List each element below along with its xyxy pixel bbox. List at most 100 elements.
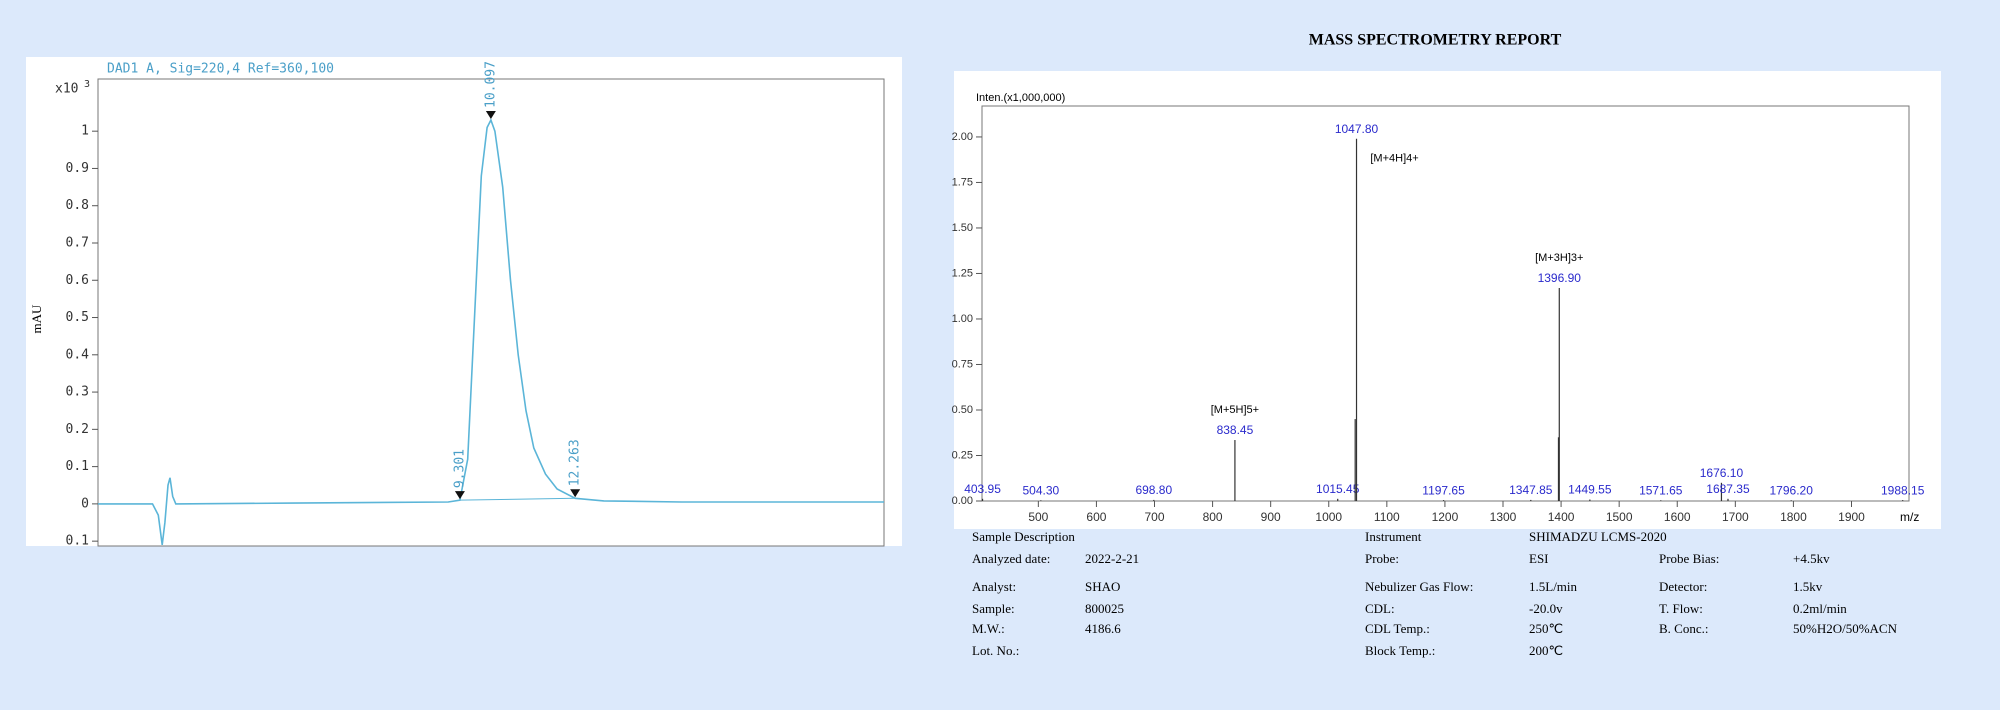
y-tick-label: 0.50 bbox=[952, 404, 973, 416]
report-cell: 2022-2-21 bbox=[1085, 551, 1139, 566]
y-tick-label: 2.00 bbox=[952, 131, 973, 143]
report-cell: 250℃ bbox=[1529, 621, 1563, 636]
peak-label: 403.95 bbox=[964, 482, 1001, 496]
report-cell: 200℃ bbox=[1529, 643, 1563, 658]
peak-label: 1197.65 bbox=[1422, 483, 1465, 497]
report-cell: Sample: bbox=[972, 601, 1015, 616]
report-cell: ESI bbox=[1529, 551, 1549, 566]
annotation: [M+5H]5+ bbox=[1211, 404, 1259, 416]
report-cell: CDL: bbox=[1365, 601, 1395, 616]
x-tick-label: 1900 bbox=[1838, 510, 1865, 524]
peak-label: 1015.45 bbox=[1316, 482, 1360, 496]
y-scale-exponent: 3 bbox=[84, 79, 90, 90]
peak-label: 1676.10 bbox=[1700, 466, 1744, 480]
x-tick-label: 1100 bbox=[1374, 510, 1400, 524]
report-title: MASS SPECTROMETRY REPORT bbox=[1309, 32, 1562, 49]
report-cell: SHIMADZU LCMS-2020 bbox=[1529, 529, 1667, 544]
y-tick-label: 0 bbox=[81, 496, 89, 511]
y-tick-label: 1.00 bbox=[952, 313, 973, 325]
report-cell: T. Flow: bbox=[1659, 601, 1703, 616]
report-cell: 1.5kv bbox=[1793, 579, 1823, 594]
y-tick-label: 0.8 bbox=[66, 198, 89, 213]
report-cell: 50%H2O/50%ACN bbox=[1793, 621, 1898, 636]
x-tick-label: 900 bbox=[1261, 510, 1281, 524]
peak-label: 1571.65 bbox=[1639, 483, 1683, 497]
y-tick-label: 1.25 bbox=[952, 267, 973, 279]
signal-line bbox=[98, 117, 884, 546]
y-tick-label: 1.50 bbox=[952, 222, 973, 234]
report-cell: Sample Description bbox=[972, 529, 1075, 544]
peak-label: 1687.35 bbox=[1706, 482, 1750, 496]
x-tick-label: 1400 bbox=[1548, 510, 1575, 524]
x-tick-label: 500 bbox=[1028, 510, 1048, 524]
report-cell: Probe: bbox=[1365, 551, 1399, 566]
y-tick-label: 0.1 bbox=[66, 534, 89, 549]
plot-frame bbox=[97, 78, 885, 547]
report-cell: M.W.: bbox=[972, 621, 1005, 636]
annotation: [M+3H]3+ bbox=[1535, 252, 1583, 264]
y-tick-label: 1 bbox=[81, 124, 89, 139]
x-tick-label: 1300 bbox=[1490, 510, 1517, 524]
y-tick-label: 0.25 bbox=[952, 449, 973, 461]
y-tick-label: 0.75 bbox=[952, 358, 973, 370]
report-cell: Instrument bbox=[1365, 529, 1422, 544]
x-tick-label: 1600 bbox=[1664, 510, 1691, 524]
report-cell: CDL Temp.: bbox=[1365, 621, 1430, 636]
chart-title: DAD1 A, Sig=220,4 Ref=360,100 bbox=[107, 62, 334, 77]
peak-label: 1396.90 bbox=[1538, 271, 1582, 285]
report-cell: Nebulizer Gas Flow: bbox=[1365, 579, 1473, 594]
peak-label: 10.097 bbox=[483, 61, 498, 108]
report-cell: Block Temp.: bbox=[1365, 643, 1435, 658]
report-cell: 800025 bbox=[1085, 601, 1124, 616]
peak-label: 12.263 bbox=[568, 439, 583, 486]
peak-marker bbox=[570, 489, 581, 498]
y-tick-label: 0.5 bbox=[66, 310, 89, 325]
x-tick-label: 1200 bbox=[1432, 510, 1459, 524]
peak-label: 504.30 bbox=[1022, 483, 1059, 497]
peak-label: 1449.55 bbox=[1568, 483, 1612, 497]
y-tick-label: 0.7 bbox=[66, 235, 89, 250]
report-cell: Analyst: bbox=[972, 579, 1016, 594]
peak-label: 838.45 bbox=[1217, 423, 1254, 437]
x-tick-label: 1800 bbox=[1780, 510, 1807, 524]
y-tick-label: 0.6 bbox=[66, 273, 89, 288]
y-tick-label: 0.3 bbox=[66, 385, 89, 400]
report-cell: +4.5kv bbox=[1793, 551, 1830, 566]
x-tick-label: 700 bbox=[1144, 510, 1164, 524]
report-cell: Detector: bbox=[1659, 579, 1707, 594]
y-tick-label: 0.9 bbox=[66, 161, 89, 176]
y-axis-label: mAU bbox=[29, 304, 44, 334]
peak-label: 698.80 bbox=[1135, 483, 1172, 497]
x-tick-label: 1700 bbox=[1722, 510, 1749, 524]
peak-marker bbox=[454, 491, 465, 500]
report-cell: Analyzed date: bbox=[972, 551, 1050, 566]
report-cell: 4186.6 bbox=[1085, 621, 1121, 636]
ms-panel bbox=[954, 71, 1941, 529]
x-tick-label: 1000 bbox=[1315, 510, 1342, 524]
peak-label: 1347.85 bbox=[1509, 483, 1553, 497]
peak-label: 1796.20 bbox=[1770, 483, 1814, 497]
y-axis-label: Inten.(x1,000,000) bbox=[976, 92, 1065, 104]
report-cell: B. Conc.: bbox=[1659, 621, 1708, 636]
y-tick-label: 0.00 bbox=[952, 495, 973, 507]
peak-label: 9.301 bbox=[452, 449, 467, 488]
report-cell: SHAO bbox=[1085, 579, 1120, 594]
x-tick-label: 1500 bbox=[1606, 510, 1633, 524]
peak-marker bbox=[485, 110, 496, 119]
report-cell: Lot. No.: bbox=[972, 643, 1019, 658]
y-tick-label: 0.4 bbox=[66, 347, 90, 362]
x-axis-label: m/z bbox=[1900, 510, 1919, 524]
y-tick-label: 1.75 bbox=[952, 176, 973, 188]
y-scale-label: x10 bbox=[55, 82, 78, 97]
y-tick-label: 0.1 bbox=[66, 459, 89, 474]
plot-frame bbox=[981, 105, 1910, 502]
peak-label: 1988.15 bbox=[1881, 483, 1925, 497]
peak-label: 1047.80 bbox=[1335, 122, 1379, 136]
x-tick-label: 600 bbox=[1086, 510, 1106, 524]
annotation: [M+4H]4+ bbox=[1370, 153, 1418, 165]
report-cell: -20.0v bbox=[1529, 601, 1563, 616]
hplc-panel bbox=[26, 57, 902, 546]
report-cell: 1.5L/min bbox=[1529, 579, 1578, 594]
report-cell: Probe Bias: bbox=[1659, 551, 1719, 566]
